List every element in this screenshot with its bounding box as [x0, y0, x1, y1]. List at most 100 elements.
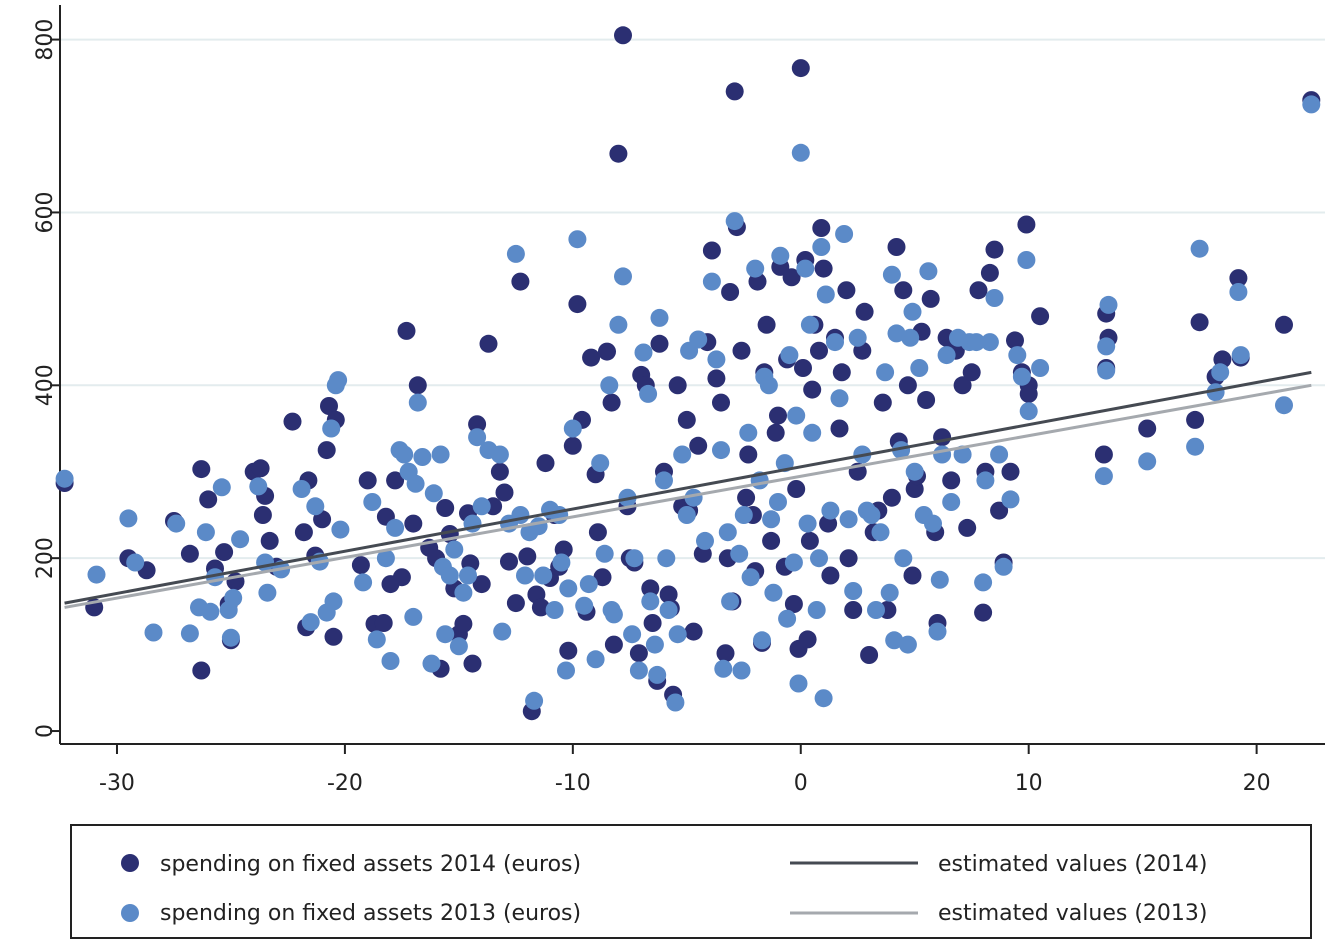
data-point-2013	[780, 346, 799, 365]
data-point-2013	[604, 605, 623, 624]
data-point-2013	[892, 441, 911, 460]
data-point-2013	[525, 691, 544, 710]
data-point-2013	[648, 665, 667, 684]
data-point-2013	[406, 474, 425, 493]
data-point-2014	[732, 341, 751, 360]
data-point-2013	[901, 328, 920, 347]
data-point-2013	[212, 478, 231, 497]
data-point-2014	[251, 459, 270, 478]
data-point-2013	[924, 514, 942, 533]
data-point-2013	[871, 523, 890, 542]
data-point-2013	[677, 506, 696, 524]
data-point-2014	[436, 499, 455, 517]
y-tick-label: 600	[33, 191, 58, 233]
data-point-2013	[249, 477, 268, 496]
data-point-2013	[830, 389, 849, 408]
data-point-2013	[885, 631, 904, 650]
data-point-2014	[500, 552, 518, 571]
data-point-2014	[260, 531, 279, 550]
data-point-2013	[784, 553, 803, 572]
data-point-2014	[358, 471, 377, 490]
data-point-2013	[718, 523, 737, 542]
data-point-2013	[732, 661, 751, 680]
data-point-2013	[445, 540, 464, 559]
data-point-2014	[1094, 445, 1113, 464]
data-point-2013	[764, 583, 783, 602]
data-point-2013	[1186, 437, 1205, 456]
data-point-2014	[873, 393, 892, 412]
data-point-2013	[292, 480, 311, 498]
data-point-2013	[55, 469, 74, 488]
data-point-2014	[598, 342, 616, 361]
data-point-2013	[454, 583, 473, 602]
data-point-2013	[1008, 346, 1027, 365]
data-point-2013	[839, 510, 858, 529]
data-point-2013	[689, 330, 708, 349]
data-point-2013	[769, 493, 787, 511]
data-point-2014	[317, 441, 336, 460]
data-point-2014	[707, 369, 726, 388]
data-point-2013	[650, 308, 669, 327]
data-point-2014	[568, 295, 587, 314]
data-point-2013	[725, 212, 744, 231]
data-point-2013	[657, 549, 676, 568]
data-point-2013	[985, 289, 1004, 307]
data-point-2013	[639, 384, 658, 403]
data-point-2013	[256, 553, 275, 572]
data-point-2013	[422, 654, 441, 673]
data-point-2013	[493, 622, 512, 641]
data-point-2013	[778, 609, 797, 628]
data-point-2014	[769, 406, 787, 425]
data-point-2013	[919, 262, 938, 281]
data-point-2013	[974, 573, 993, 592]
data-point-2013	[1001, 490, 1020, 509]
data-point-2014	[810, 341, 828, 360]
data-point-2013	[787, 406, 806, 425]
data-point-2014	[974, 603, 993, 622]
data-point-2014	[1017, 215, 1036, 234]
x-tick-label: -30	[99, 771, 135, 796]
data-point-2013	[376, 549, 395, 568]
data-point-2013	[759, 376, 778, 395]
data-point-2013	[721, 592, 740, 611]
data-point-2014	[1019, 384, 1038, 403]
data-point-2013	[791, 143, 810, 162]
data-point-2013	[1302, 95, 1321, 114]
data-point-2013	[807, 601, 826, 619]
legend-label-2013: spending on fixed assets 2013 (euros)	[160, 901, 581, 926]
data-point-2013	[354, 573, 373, 592]
data-point-2013	[324, 592, 343, 611]
data-point-2013	[386, 518, 405, 537]
data-point-2014	[962, 363, 981, 382]
data-point-2013	[826, 333, 844, 352]
data-point-2014	[192, 661, 211, 680]
x-tick-label: 10	[1015, 771, 1043, 796]
data-point-2014	[677, 410, 696, 429]
data-point-2013	[730, 544, 749, 563]
y-tick-label: 0	[33, 724, 58, 738]
data-point-2013	[789, 674, 808, 693]
data-point-2014	[860, 646, 879, 664]
data-point-2014	[511, 272, 530, 291]
data-point-2014	[320, 397, 338, 415]
data-point-2014	[1229, 269, 1248, 288]
data-point-2014	[641, 579, 660, 598]
data-point-2013	[408, 393, 427, 412]
data-point-2014	[839, 549, 858, 568]
data-point-2014	[933, 428, 952, 447]
data-point-2013	[1019, 402, 1038, 421]
legend-label-estimated-2013: estimated values (2013)	[938, 901, 1207, 926]
data-point-2014	[702, 241, 721, 260]
data-point-2013	[306, 497, 325, 516]
data-point-2013	[762, 510, 781, 529]
data-point-2013	[798, 514, 817, 533]
data-point-2013	[666, 693, 685, 712]
data-point-2013	[876, 363, 895, 382]
data-point-2013	[1099, 295, 1118, 314]
data-point-2013	[563, 419, 582, 438]
data-point-2013	[468, 428, 487, 447]
legend-box	[70, 824, 1312, 939]
data-point-2013	[634, 343, 653, 362]
data-point-2014	[721, 283, 740, 301]
data-point-2014	[830, 419, 849, 438]
